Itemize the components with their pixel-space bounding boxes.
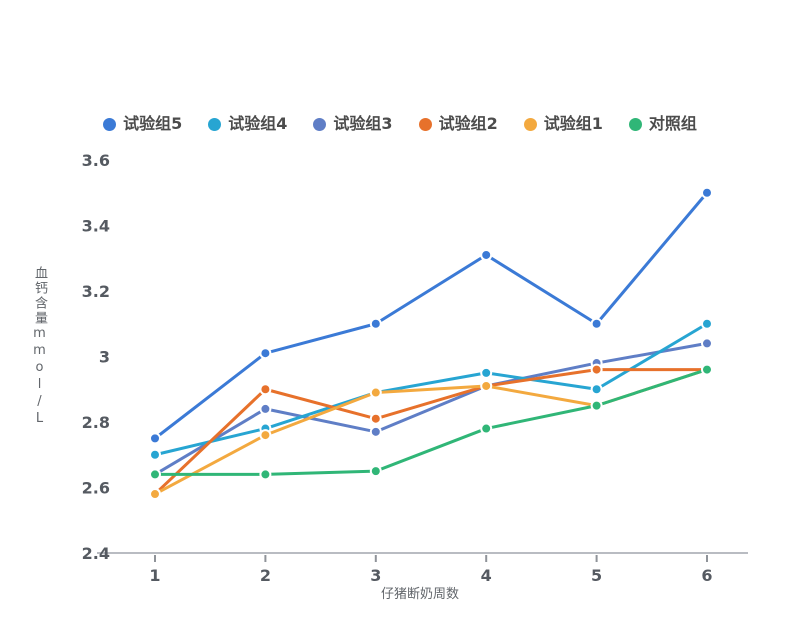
x-tick-label: 3 [370, 566, 381, 585]
legend-label: 试验组4 [228, 114, 288, 133]
legend-swatch-icon [523, 117, 537, 131]
data-point-test-group-4[interactable] [480, 366, 493, 379]
data-point-test-group-2[interactable] [590, 363, 603, 376]
legend-item-test-group-1[interactable]: 试验组1 [523, 114, 603, 134]
y-tick-label: 2.8 [82, 413, 110, 432]
data-point-control-group[interactable] [480, 422, 493, 435]
x-tick-label: 1 [149, 566, 160, 585]
x-axis-title: 仔猪断奶周数 [380, 587, 459, 602]
data-point-test-group-1[interactable] [149, 488, 161, 501]
x-tick-label: 6 [701, 566, 712, 585]
legend-label: 试验组1 [543, 114, 603, 133]
data-point-test-group-3[interactable] [259, 402, 272, 415]
legend-item-test-group-4[interactable]: 试验组4 [208, 114, 287, 134]
data-point-control-group[interactable] [701, 363, 713, 376]
y-tick-label: 3.2 [82, 282, 110, 301]
legend-item-test-group-2[interactable]: 试验组2 [418, 114, 498, 134]
y-tick-label: 2.6 [82, 479, 110, 498]
series-line-test-group-2 [153, 368, 709, 496]
legend-item-control-group[interactable]: 对照组 [628, 114, 697, 134]
chart-legend: 试验组5 试验组4 试验组3 试验组2 试验组1 对照组 [0, 114, 800, 134]
data-point-test-group-4[interactable] [590, 383, 603, 396]
legend-item-test-group-3[interactable]: 试验组3 [313, 114, 393, 134]
data-point-test-group-4[interactable] [701, 317, 713, 330]
legend-swatch-icon [103, 117, 117, 131]
data-point-test-group-1[interactable] [369, 386, 382, 399]
legend-swatch-icon [628, 117, 642, 131]
data-point-test-group-5[interactable] [259, 347, 272, 360]
data-point-test-group-5[interactable] [149, 432, 161, 445]
legend-item-test-group-5[interactable]: 试验组5 [103, 114, 182, 134]
x-tick-label: 2 [260, 566, 271, 585]
data-point-test-group-4[interactable] [149, 448, 161, 461]
data-point-control-group[interactable] [590, 399, 603, 412]
y-tick-label: 3.4 [82, 217, 110, 236]
legend-swatch-icon [313, 117, 327, 131]
y-axis-title: 血钙含量mmol/L [32, 266, 47, 428]
series-line-control-group [153, 368, 709, 476]
data-point-control-group[interactable] [259, 468, 272, 481]
y-tick-label: 2.4 [82, 544, 110, 563]
data-point-control-group[interactable] [369, 465, 382, 478]
x-tick-label: 4 [481, 566, 492, 585]
data-point-test-group-1[interactable] [480, 379, 493, 392]
legend-swatch-icon [418, 117, 432, 131]
legend-label: 试验组2 [438, 114, 498, 133]
y-tick-label: 3.6 [82, 151, 110, 170]
series-line-test-group-5 [153, 191, 709, 440]
data-point-test-group-5[interactable] [369, 317, 382, 330]
data-point-test-group-5[interactable] [590, 317, 603, 330]
data-point-test-group-1[interactable] [259, 429, 272, 442]
y-tick-label: 3 [99, 348, 110, 367]
data-point-test-group-2[interactable] [259, 383, 272, 396]
data-point-test-group-3[interactable] [701, 337, 713, 350]
data-point-test-group-3[interactable] [369, 425, 382, 438]
legend-label: 试验组3 [333, 114, 393, 133]
x-tick-label: 5 [591, 566, 602, 585]
series-line-test-group-4 [153, 322, 709, 457]
series-line-test-group-3 [153, 341, 709, 476]
data-point-test-group-2[interactable] [369, 412, 382, 425]
data-point-test-group-5[interactable] [480, 248, 493, 261]
data-point-test-group-5[interactable] [701, 186, 713, 199]
legend-label: 对照组 [648, 114, 697, 133]
legend-swatch-icon [208, 117, 222, 131]
legend-label: 试验组5 [123, 114, 183, 133]
data-point-control-group[interactable] [149, 468, 161, 481]
